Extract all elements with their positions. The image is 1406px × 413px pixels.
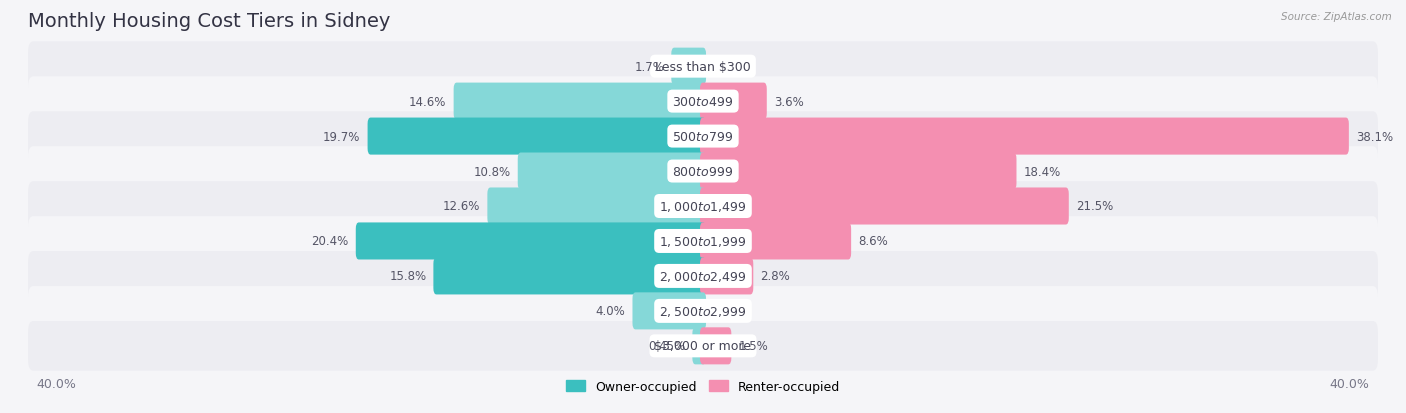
FancyBboxPatch shape [356,223,706,260]
FancyBboxPatch shape [28,321,1378,371]
FancyBboxPatch shape [28,147,1378,197]
Text: Less than $300: Less than $300 [655,61,751,74]
FancyBboxPatch shape [633,293,706,330]
Text: $1,000 to $1,499: $1,000 to $1,499 [659,199,747,214]
Text: 15.8%: 15.8% [389,270,426,283]
FancyBboxPatch shape [28,286,1378,336]
Text: $500 to $799: $500 to $799 [672,130,734,143]
Text: 20.4%: 20.4% [312,235,349,248]
FancyBboxPatch shape [28,42,1378,92]
FancyBboxPatch shape [700,328,731,365]
FancyBboxPatch shape [692,328,706,365]
Text: 4.0%: 4.0% [596,305,626,318]
FancyBboxPatch shape [700,83,766,120]
FancyBboxPatch shape [28,112,1378,161]
FancyBboxPatch shape [28,182,1378,231]
FancyBboxPatch shape [28,77,1378,127]
Text: 8.6%: 8.6% [858,235,889,248]
Text: 18.4%: 18.4% [1024,165,1060,178]
FancyBboxPatch shape [700,223,851,260]
Text: 40.0%: 40.0% [1330,377,1369,389]
Text: 14.6%: 14.6% [409,95,447,108]
Text: 12.6%: 12.6% [443,200,481,213]
Text: $300 to $499: $300 to $499 [672,95,734,108]
Text: 3.6%: 3.6% [773,95,804,108]
Text: $1,500 to $1,999: $1,500 to $1,999 [659,235,747,248]
FancyBboxPatch shape [433,258,706,295]
Text: 10.8%: 10.8% [474,165,510,178]
Text: 1.5%: 1.5% [738,339,768,352]
Text: 19.7%: 19.7% [323,130,360,143]
FancyBboxPatch shape [671,48,706,85]
FancyBboxPatch shape [454,83,706,120]
Text: $2,500 to $2,999: $2,500 to $2,999 [659,304,747,318]
Text: 0.45%: 0.45% [648,339,685,352]
Text: 21.5%: 21.5% [1076,200,1114,213]
Legend: Owner-occupied, Renter-occupied: Owner-occupied, Renter-occupied [561,375,845,398]
FancyBboxPatch shape [367,118,706,155]
FancyBboxPatch shape [700,153,1017,190]
Text: 1.7%: 1.7% [634,61,664,74]
Text: 2.8%: 2.8% [761,270,790,283]
Text: Monthly Housing Cost Tiers in Sidney: Monthly Housing Cost Tiers in Sidney [28,12,391,31]
FancyBboxPatch shape [700,118,1348,155]
Text: 38.1%: 38.1% [1355,130,1393,143]
FancyBboxPatch shape [700,258,754,295]
FancyBboxPatch shape [28,252,1378,301]
Text: 40.0%: 40.0% [37,377,76,389]
FancyBboxPatch shape [517,153,706,190]
FancyBboxPatch shape [700,188,1069,225]
Text: $2,000 to $2,499: $2,000 to $2,499 [659,269,747,283]
Text: Source: ZipAtlas.com: Source: ZipAtlas.com [1281,12,1392,22]
Text: $800 to $999: $800 to $999 [672,165,734,178]
FancyBboxPatch shape [488,188,706,225]
FancyBboxPatch shape [28,216,1378,266]
Text: $3,000 or more: $3,000 or more [655,339,751,352]
